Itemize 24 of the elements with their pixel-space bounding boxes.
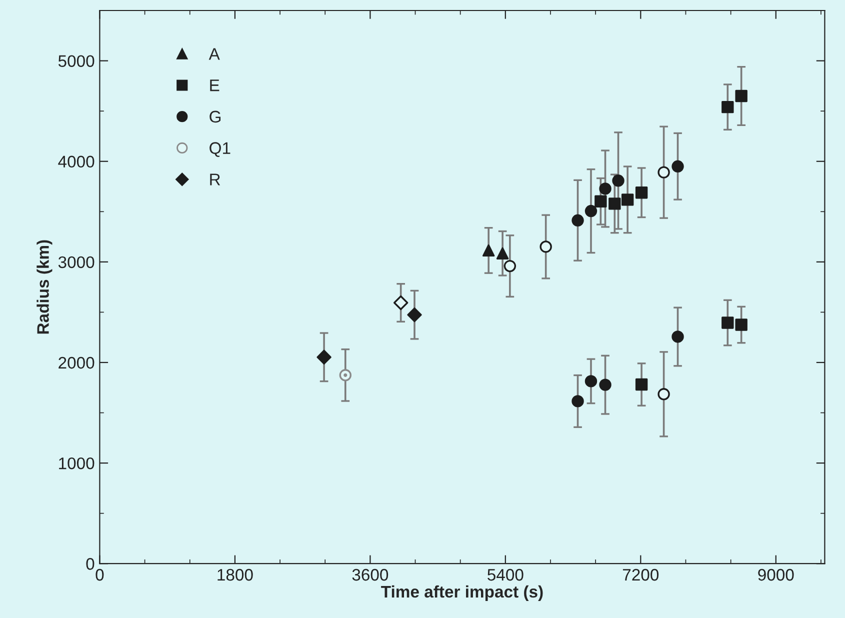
x-tick-label: 7200 <box>622 568 659 581</box>
legend-label: G <box>210 110 221 123</box>
y-tick-label: 3000 <box>58 256 94 268</box>
point <box>339 369 352 382</box>
legend-label: E <box>210 80 220 92</box>
legend-label: Q1 <box>210 142 230 157</box>
x-tick-label: 9000 <box>758 568 794 581</box>
x-tick-label: 3600 <box>352 568 388 581</box>
x-tick-label: 0 <box>96 568 104 581</box>
legend-label: R <box>210 174 220 186</box>
legend-label: A <box>208 48 220 60</box>
y-tick-label: 0 <box>86 558 94 570</box>
point <box>482 244 495 257</box>
point <box>316 350 332 365</box>
x-tick-label: 1800 <box>218 568 253 581</box>
y-axis-title: Radius (km) <box>36 240 52 334</box>
x-tick-label: 5400 <box>488 568 524 581</box>
point <box>496 247 509 260</box>
x-axis-title: Time after impact (s) <box>381 585 543 601</box>
y-tick-label: 4000 <box>58 156 94 168</box>
y-tick-label: 5000 <box>58 55 94 67</box>
y-tick-label: 1000 <box>59 457 94 470</box>
y-tick-label: 2000 <box>58 356 94 369</box>
point <box>407 307 422 322</box>
